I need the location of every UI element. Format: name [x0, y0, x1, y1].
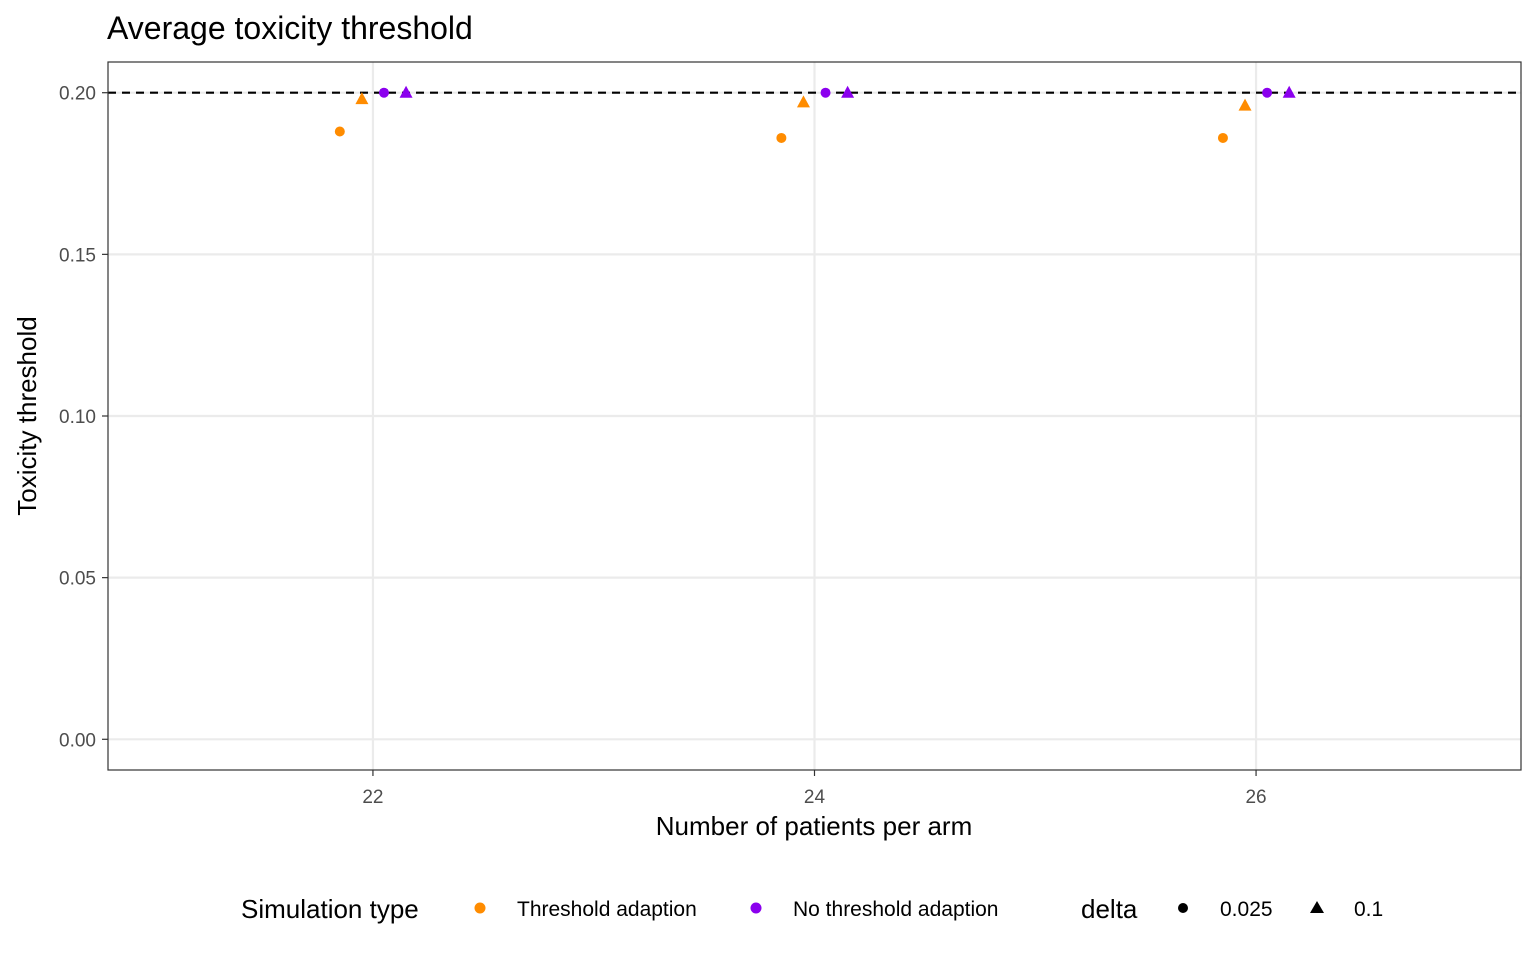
data-point-triangle — [796, 95, 810, 108]
data-point-circle — [334, 126, 345, 137]
x-axis-title: Number of patients per arm — [656, 811, 972, 841]
x-tick-label: 26 — [1245, 787, 1266, 808]
legend-key-delta-triangle — [1310, 901, 1324, 913]
legend-key-threshold-adaption — [474, 902, 486, 914]
y-tick-label: 0.15 — [59, 245, 96, 266]
legend-label-delta-01: 0.1 — [1354, 898, 1383, 921]
x-tick-label: 22 — [362, 787, 383, 808]
data-point-triangle — [399, 85, 413, 98]
legend-key-no-threshold-adaption — [750, 902, 762, 914]
data-point-circle — [820, 87, 831, 98]
data-point-circle — [1217, 132, 1228, 143]
legend-key-delta-circle — [1178, 903, 1188, 913]
data-point-triangle — [355, 92, 369, 105]
data-point-triangle — [841, 85, 855, 98]
data-point-circle — [1262, 87, 1273, 98]
legend-label-delta-0025: 0.025 — [1220, 898, 1273, 921]
grid — [108, 62, 1521, 770]
data-point-triangle — [1282, 85, 1296, 98]
y-tick-label: 0.05 — [59, 569, 96, 590]
legend-title-delta: delta — [1081, 894, 1138, 924]
y-tick-label: 0.10 — [59, 407, 96, 428]
y-axis-ticks: 0.00 0.05 0.10 0.15 0.20 — [59, 84, 108, 751]
legend-title-simulation-type: Simulation type — [241, 894, 419, 924]
y-axis-title: Toxicity threshold — [12, 316, 42, 515]
data-point-triangle — [1238, 98, 1252, 111]
x-tick-label: 24 — [804, 787, 826, 808]
x-axis-ticks: 22 24 26 — [362, 770, 1267, 808]
data-point-circle — [378, 87, 389, 98]
legend-label-threshold-adaption: Threshold adaption — [517, 898, 697, 921]
chart-title: Average toxicity threshold — [107, 10, 473, 46]
data-points — [334, 85, 1296, 143]
data-point-circle — [776, 132, 787, 143]
legend: Simulation type Threshold adaption No th… — [241, 894, 1383, 924]
y-tick-label: 0.20 — [59, 84, 96, 105]
y-tick-label: 0.00 — [59, 730, 96, 751]
legend-label-no-threshold-adaption: No threshold adaption — [793, 898, 998, 921]
